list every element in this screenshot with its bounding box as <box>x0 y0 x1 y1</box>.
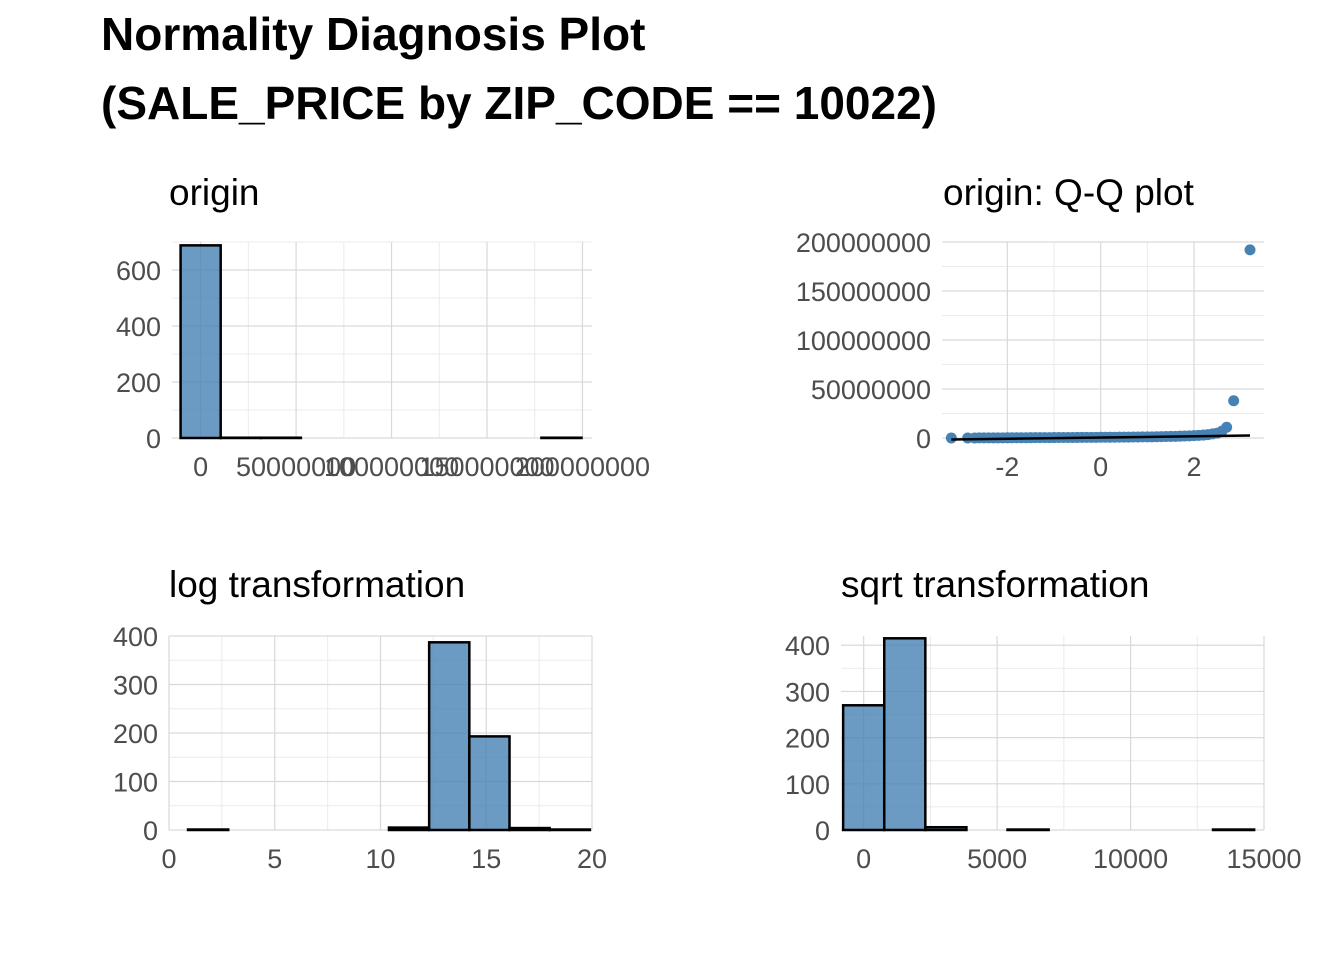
qq-point <box>1244 244 1256 256</box>
y-tick-label: 0 <box>916 424 931 454</box>
histogram-bar <box>387 826 431 832</box>
histogram-bar <box>882 637 927 832</box>
x-tick-label: 15000 <box>1226 844 1301 874</box>
qq-point <box>1228 395 1240 407</box>
y-tick-label: 400 <box>113 622 158 652</box>
y-tick-label: 0 <box>143 816 158 846</box>
grid <box>942 241 1264 439</box>
x-tick-label: 2 <box>1186 452 1201 482</box>
x-tick-label: 10000 <box>1093 844 1168 874</box>
x-tick-label: 0 <box>856 844 871 874</box>
x-tick-label: 50000000 <box>236 452 356 482</box>
y-tick-label: 400 <box>116 312 161 342</box>
histogram-bar <box>179 244 222 440</box>
y-tick-label: 100000000 <box>796 326 931 356</box>
panel-origin: origin 0 500000001000000001500000002000000… <box>116 172 650 482</box>
y-tick-label: 50000000 <box>811 375 931 405</box>
y-tick-label: 200 <box>785 724 830 754</box>
x-tick-label: 10 <box>365 844 395 874</box>
y-tick-label: 300 <box>785 677 830 707</box>
x-tick-label: -2 <box>995 452 1019 482</box>
page-title-line1: Normality Diagnosis Plot <box>101 8 646 60</box>
panel-title: origin <box>169 172 260 213</box>
y-tick-label: 200 <box>113 719 158 749</box>
histogram-bar <box>468 735 511 832</box>
y-tick-label: 400 <box>785 631 830 661</box>
panel-title: origin: Q-Q plot <box>943 172 1195 213</box>
panel-qq: origin: Q-Q plot -2 0 2 0 50000000 100000000 15… <box>796 172 1264 482</box>
x-tick-label: 0 <box>161 844 176 874</box>
x-tick-label: 200000000 <box>515 452 650 482</box>
x-tick-label: 0 <box>193 452 208 482</box>
x-tick-label: 15 <box>471 844 501 874</box>
y-tick-label: 600 <box>116 256 161 286</box>
panel-title: log transformation <box>169 564 465 605</box>
y-tick-label: 0 <box>146 424 161 454</box>
x-tick-label: 5 <box>267 844 282 874</box>
x-tick-label: 100000000 <box>324 452 459 482</box>
y-tick-label: 0 <box>815 816 830 846</box>
qq-reference-line <box>951 434 1251 441</box>
qq-point <box>945 432 957 444</box>
x-tick-label: 20 <box>577 844 607 874</box>
page-title-line2: (SALE_PRICE by ZIP_CODE == 10022) <box>101 77 937 129</box>
y-tick-label: 200000000 <box>796 228 931 258</box>
histogram-bar <box>924 825 968 832</box>
y-tick-label: 150000000 <box>796 277 931 307</box>
histogram-bar <box>508 826 551 832</box>
y-tick-label: 100 <box>785 770 830 800</box>
qq-point <box>1221 421 1233 433</box>
x-tick-label: 0 <box>1093 452 1108 482</box>
grid <box>168 635 593 831</box>
x-tick-label: 150000000 <box>419 452 554 482</box>
page-title: Normality Diagnosis Plot (SALE_PRICE by … <box>101 0 937 138</box>
grid <box>172 241 592 439</box>
histogram-bar <box>427 641 471 832</box>
y-tick-label: 100 <box>113 768 158 798</box>
y-tick-label: 300 <box>113 671 158 701</box>
histogram-bar <box>841 704 886 832</box>
y-tick-label: 200 <box>116 368 161 398</box>
panel-sqrt: sqrt transformation 0 5000 10000 15000 0 100 20… <box>785 564 1302 874</box>
panel-title: sqrt transformation <box>841 564 1149 605</box>
x-tick-label: 5000 <box>967 844 1027 874</box>
